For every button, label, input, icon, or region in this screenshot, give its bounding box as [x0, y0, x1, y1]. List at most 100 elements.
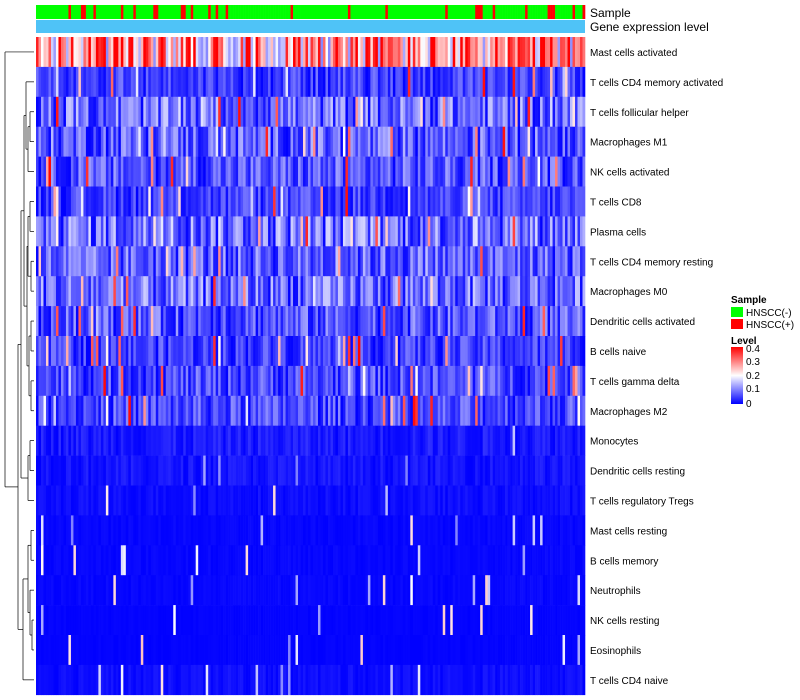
heatmap-cell: [118, 635, 122, 666]
heatmap-cell: [43, 216, 47, 247]
heatmap-cell: [512, 575, 516, 606]
heatmap-cell: [442, 66, 446, 98]
heatmap-cell: [108, 336, 112, 367]
heatmap-cell: [130, 605, 134, 636]
heatmap-cell: [505, 575, 508, 606]
heatmap-cell: [452, 575, 456, 606]
heatmap-cell: [497, 126, 501, 157]
heatmap-cell: [505, 605, 508, 636]
heatmap-cell: [190, 306, 194, 337]
heatmap-cell: [285, 216, 289, 247]
heatmap-cell: [128, 664, 132, 696]
heatmap-cell: [555, 365, 558, 397]
heatmap-cell: [372, 455, 376, 486]
heatmap-cell: [53, 455, 57, 486]
heatmap-cell: [205, 306, 209, 337]
heatmap-cell: [380, 425, 384, 456]
heatmap-cell: [195, 425, 199, 456]
heatmap-cell: [165, 66, 169, 98]
heatmap-cell: [462, 365, 466, 397]
heatmap-cell: [198, 276, 201, 307]
sample-annotation-cell: [542, 5, 546, 19]
heatmap-cell: [497, 515, 501, 546]
heatmap-cell: [340, 395, 344, 426]
heatmap-cell: [432, 156, 436, 187]
heatmap-cell: [105, 37, 109, 68]
heatmap-cell: [173, 664, 177, 696]
heatmap-cell: [342, 246, 346, 277]
heatmap-cell: [63, 425, 67, 456]
heatmap-cell: [130, 276, 134, 307]
heatmap-cell: [68, 455, 72, 486]
sample-annotation-cell: [380, 5, 384, 19]
heatmap-cell: [190, 126, 194, 157]
heatmap-cell: [68, 545, 72, 576]
heatmap-cell: [462, 246, 466, 277]
heatmap-cell: [342, 605, 346, 636]
heatmap-cell: [193, 395, 197, 426]
heatmap-cell: [138, 545, 142, 576]
heatmap-cell: [550, 336, 553, 367]
heatmap-cell: [143, 96, 147, 127]
heatmap-cell: [505, 306, 508, 337]
heatmap-cell: [65, 276, 69, 307]
heatmap-cell: [53, 276, 57, 307]
heatmap-cell: [332, 216, 336, 247]
heatmap-cell: [180, 306, 184, 337]
heatmap-cell: [73, 37, 77, 68]
heatmap-cell: [203, 545, 206, 576]
heatmap-cell: [263, 395, 266, 426]
heatmap-cell: [572, 455, 576, 486]
heatmap-cell: [542, 575, 546, 606]
heatmap-cell: [293, 186, 296, 217]
heatmap-cell: [175, 96, 179, 127]
heatmap-cell: [447, 186, 451, 217]
heatmap-cell: [470, 37, 474, 68]
heatmap-cell: [552, 485, 556, 516]
heatmap-cell: [417, 306, 421, 337]
heatmap-cell: [203, 575, 206, 606]
heatmap-cell: [168, 515, 172, 546]
heatmap-cell: [118, 485, 122, 516]
heatmap-cell: [412, 635, 416, 666]
heatmap-cell: [500, 336, 503, 367]
heatmap-cell: [228, 425, 231, 456]
heatmap-cell: [332, 605, 336, 636]
heatmap-cell: [303, 96, 306, 127]
heatmap-cell: [55, 156, 59, 187]
heatmap-cell: [470, 276, 474, 307]
heatmap-cell: [510, 96, 513, 127]
sample-annotation-cell: [510, 5, 513, 19]
heatmap-cell: [545, 635, 548, 666]
heatmap-cell: [330, 455, 334, 486]
heatmap-cell: [278, 635, 281, 666]
heatmap-cell: [390, 126, 394, 157]
heatmap-cell: [450, 246, 454, 277]
heatmap-cell: [160, 485, 164, 516]
heatmap-cell: [273, 545, 276, 576]
heatmap-row: [36, 156, 586, 187]
heatmap-cell: [412, 126, 416, 157]
heatmap-cell: [540, 246, 543, 277]
heatmap-cell: [280, 605, 284, 636]
heatmap-cell: [140, 545, 144, 576]
heatmap-cell: [248, 605, 251, 636]
heatmap-cell: [110, 545, 114, 576]
heatmap-cell: [123, 96, 127, 127]
heatmap-cell: [263, 186, 266, 217]
heatmap-cell: [205, 485, 209, 516]
heatmap-cell: [63, 66, 67, 98]
heatmap-cell: [138, 37, 142, 68]
heatmap-cell: [68, 186, 72, 217]
heatmap-cell: [110, 605, 114, 636]
heatmap-cell: [382, 545, 386, 576]
heatmap-cell: [387, 246, 391, 277]
heatmap-cell: [510, 276, 513, 307]
heatmap-cell: [153, 276, 157, 307]
heatmap-cell: [88, 66, 92, 98]
heatmap-cell: [165, 37, 169, 68]
heatmap-cell: [243, 276, 246, 307]
heatmap-cell: [190, 605, 194, 636]
heatmap-cell: [545, 515, 548, 546]
heatmap-cell: [43, 365, 47, 397]
